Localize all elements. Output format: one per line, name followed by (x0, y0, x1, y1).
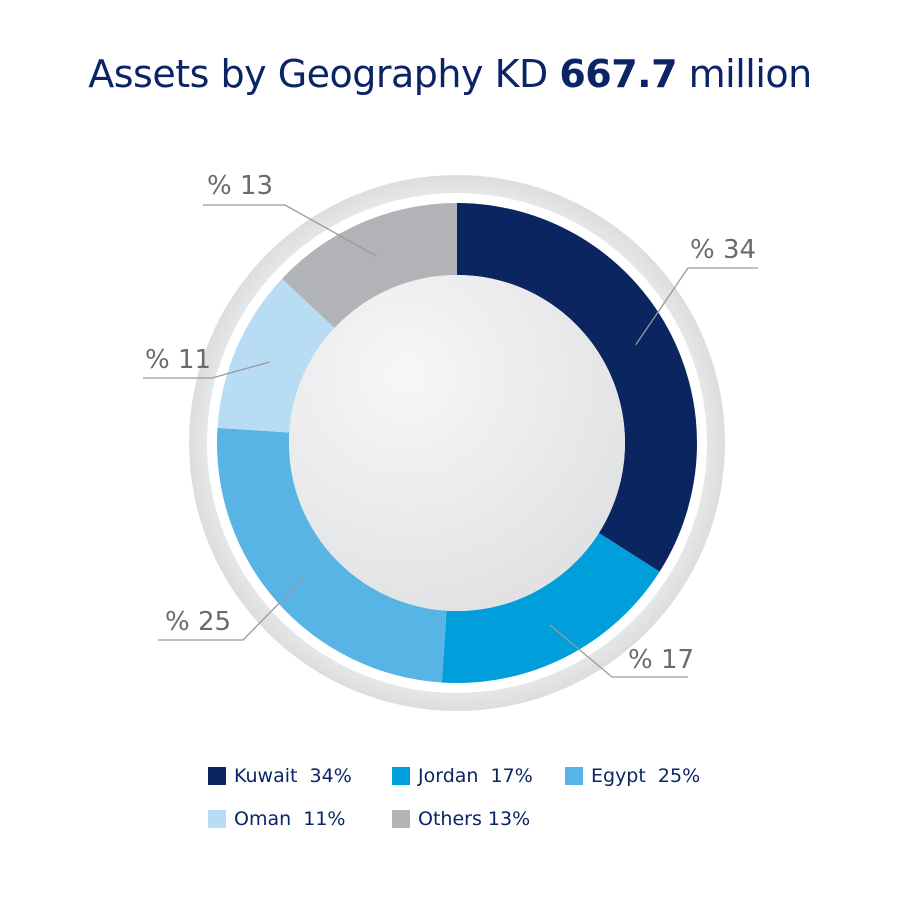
data-labels: % 34 % 17 % 25 % 11 % 13 (145, 171, 756, 675)
chart-title: Assets by Geography KD 667.7 million (0, 52, 900, 96)
leader-line-oman (143, 361, 270, 379)
data-label-oman: % 11 (145, 345, 211, 375)
title-suffix: million (677, 52, 813, 96)
title-prefix: Assets by Geography KD (88, 52, 560, 96)
donut-slices (217, 203, 697, 683)
slice-jordan (441, 533, 660, 683)
leader-line-jordan (549, 624, 688, 678)
data-label-egypt: % 25 (165, 607, 231, 637)
title-value: 667.7 (559, 52, 678, 96)
slice-others (282, 203, 457, 328)
slice-egypt (217, 427, 447, 683)
data-label-jordan: % 17 (628, 645, 694, 675)
slice-kuwait (457, 203, 697, 572)
data-label-kuwait: % 34 (690, 235, 756, 265)
donut-center (289, 275, 625, 611)
slice-oman (217, 278, 335, 433)
data-label-others: % 13 (207, 171, 273, 201)
leader-lines (143, 204, 758, 678)
leader-line-kuwait (635, 267, 758, 346)
leader-line-egypt (158, 577, 305, 641)
leader-line-others (203, 204, 377, 257)
